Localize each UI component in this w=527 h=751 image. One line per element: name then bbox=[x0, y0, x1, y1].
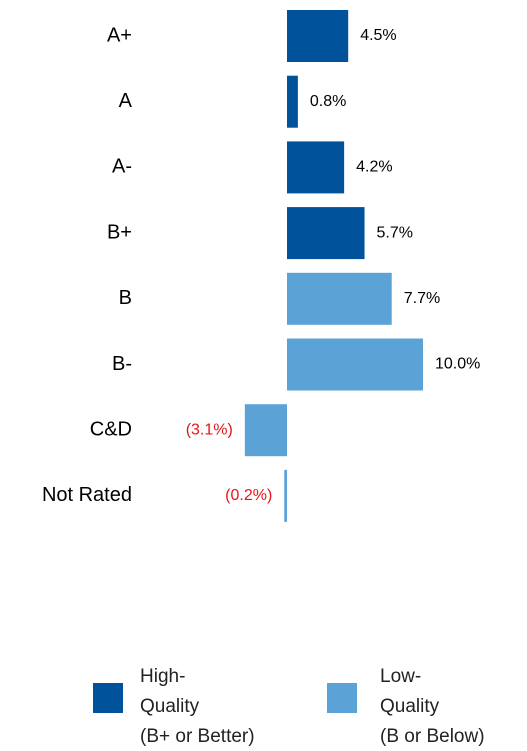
category-label: A- bbox=[112, 156, 132, 178]
category-label: B bbox=[119, 287, 132, 309]
category-label: B+ bbox=[107, 221, 132, 243]
category-label: A+ bbox=[107, 24, 132, 46]
bar bbox=[287, 272, 392, 325]
value-label: 4.5% bbox=[360, 27, 396, 44]
value-label: (3.1%) bbox=[186, 421, 233, 438]
bar bbox=[287, 141, 345, 194]
value-label: 5.7% bbox=[377, 224, 413, 241]
legend-swatch bbox=[93, 683, 123, 713]
value-label: 7.7% bbox=[404, 290, 440, 307]
category-label: B- bbox=[112, 353, 132, 375]
bar bbox=[287, 10, 349, 62]
category-label: A bbox=[119, 90, 133, 112]
bar bbox=[287, 75, 298, 128]
legend-label: Low- Quality (B or Below) bbox=[380, 666, 485, 747]
value-label: (0.2%) bbox=[225, 487, 272, 504]
category-label: Not Rated bbox=[42, 484, 132, 506]
bar bbox=[287, 338, 423, 391]
value-label: 0.8% bbox=[310, 93, 346, 110]
legend-swatch bbox=[327, 683, 357, 713]
bar bbox=[284, 469, 287, 522]
bar bbox=[287, 207, 365, 260]
value-label: 4.2% bbox=[356, 159, 392, 176]
category-label: C&D bbox=[90, 418, 132, 440]
bar bbox=[244, 404, 287, 457]
value-label: 10.0% bbox=[435, 356, 480, 373]
legend-label: High- Quality (B+ or Better) bbox=[140, 666, 255, 747]
